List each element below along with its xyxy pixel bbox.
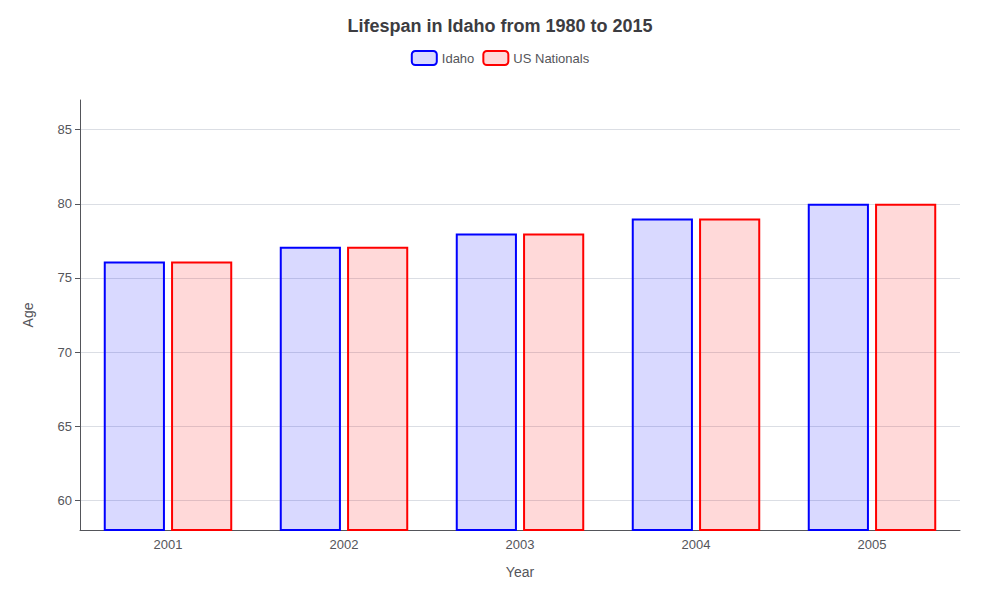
svg-text:Idaho: Idaho — [442, 51, 475, 66]
svg-text:Year: Year — [506, 564, 535, 580]
svg-text:2002: 2002 — [330, 537, 359, 552]
svg-text:2005: 2005 — [858, 537, 887, 552]
svg-text:Age: Age — [20, 302, 36, 327]
svg-text:70: 70 — [58, 345, 72, 360]
svg-text:75: 75 — [58, 270, 72, 285]
svg-text:2004: 2004 — [682, 537, 711, 552]
svg-text:2003: 2003 — [506, 537, 535, 552]
svg-text:US Nationals: US Nationals — [513, 51, 589, 66]
svg-text:Lifespan in Idaho from 1980 to: Lifespan in Idaho from 1980 to 2015 — [347, 16, 652, 36]
svg-text:60: 60 — [58, 493, 72, 508]
svg-text:2001: 2001 — [154, 537, 183, 552]
svg-text:80: 80 — [58, 196, 72, 211]
svg-text:85: 85 — [58, 122, 72, 137]
svg-text:65: 65 — [58, 419, 72, 434]
